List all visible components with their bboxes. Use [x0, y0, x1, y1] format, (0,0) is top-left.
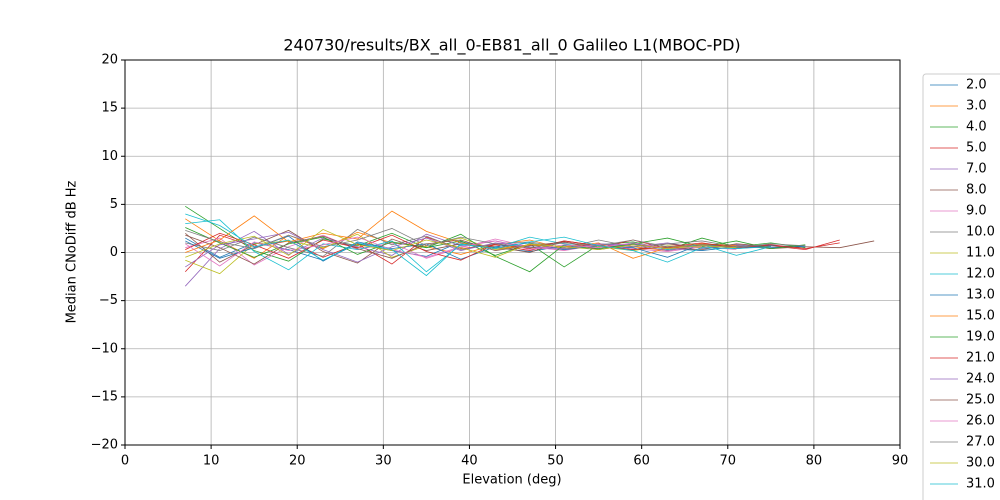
legend-label: 7.0 [966, 162, 987, 177]
x-tick-label: 80 [806, 454, 823, 469]
x-tick-label: 50 [547, 454, 564, 469]
x-tick-label: 70 [720, 454, 737, 469]
x-tick-label: 10 [203, 454, 220, 469]
x-tick-label: 60 [633, 454, 650, 469]
series-line [185, 228, 737, 258]
legend-label: 4.0 [966, 120, 987, 135]
x-tick-label: 30 [375, 454, 392, 469]
legend-label: 26.0 [966, 414, 995, 429]
y-tick-label: −5 [99, 293, 118, 308]
y-tick-label: 20 [101, 53, 118, 68]
y-tick-label: 5 [110, 197, 118, 212]
x-axis-label: Elevation (deg) [462, 473, 561, 488]
legend-label: 3.0 [966, 99, 987, 114]
legend-label: 24.0 [966, 372, 995, 387]
legend-label: 9.0 [966, 204, 987, 219]
y-tick-label: −20 [91, 438, 118, 453]
legend-label: 2.0 [966, 78, 987, 93]
legend-box [922, 73, 1000, 500]
series-line [185, 228, 806, 250]
legend-label: 13.0 [966, 288, 995, 303]
series-line [185, 213, 771, 277]
legend-label: 19.0 [966, 330, 995, 345]
legend-label: 8.0 [966, 183, 987, 198]
y-tick-label: −10 [91, 341, 118, 356]
legend-label: 21.0 [966, 351, 995, 366]
legend-label: 5.0 [966, 141, 987, 156]
legend-label: 10.0 [966, 225, 995, 240]
plot-frame [124, 59, 901, 446]
legend-label: 25.0 [966, 393, 995, 408]
legend-label: 27.0 [966, 435, 995, 450]
chart-title: 240730/results/BX_all_0-EB81_all_0 Galil… [283, 36, 740, 56]
y-tick-label: −15 [91, 389, 118, 404]
x-tick-label: 40 [461, 454, 478, 469]
series-line [185, 231, 737, 268]
legend-label: 11.0 [966, 246, 995, 261]
legend-label: 31.0 [966, 477, 995, 492]
x-tick-label: 20 [289, 454, 306, 469]
y-tick-label: 0 [110, 245, 118, 260]
y-axis-label: Median CNoDiff dB Hz [65, 180, 80, 323]
legend-label: 15.0 [966, 309, 995, 324]
x-tick-label: 90 [892, 454, 909, 469]
legend-label: 30.0 [966, 456, 995, 471]
y-tick-label: 10 [101, 149, 118, 164]
legend-label: 12.0 [966, 267, 995, 282]
x-tick-label: 0 [121, 454, 129, 469]
series-line [185, 205, 806, 268]
y-tick-label: 15 [101, 101, 118, 116]
series-line [185, 236, 702, 267]
